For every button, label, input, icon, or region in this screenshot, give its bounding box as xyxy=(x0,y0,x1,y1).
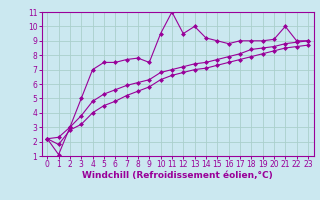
X-axis label: Windchill (Refroidissement éolien,°C): Windchill (Refroidissement éolien,°C) xyxy=(82,171,273,180)
